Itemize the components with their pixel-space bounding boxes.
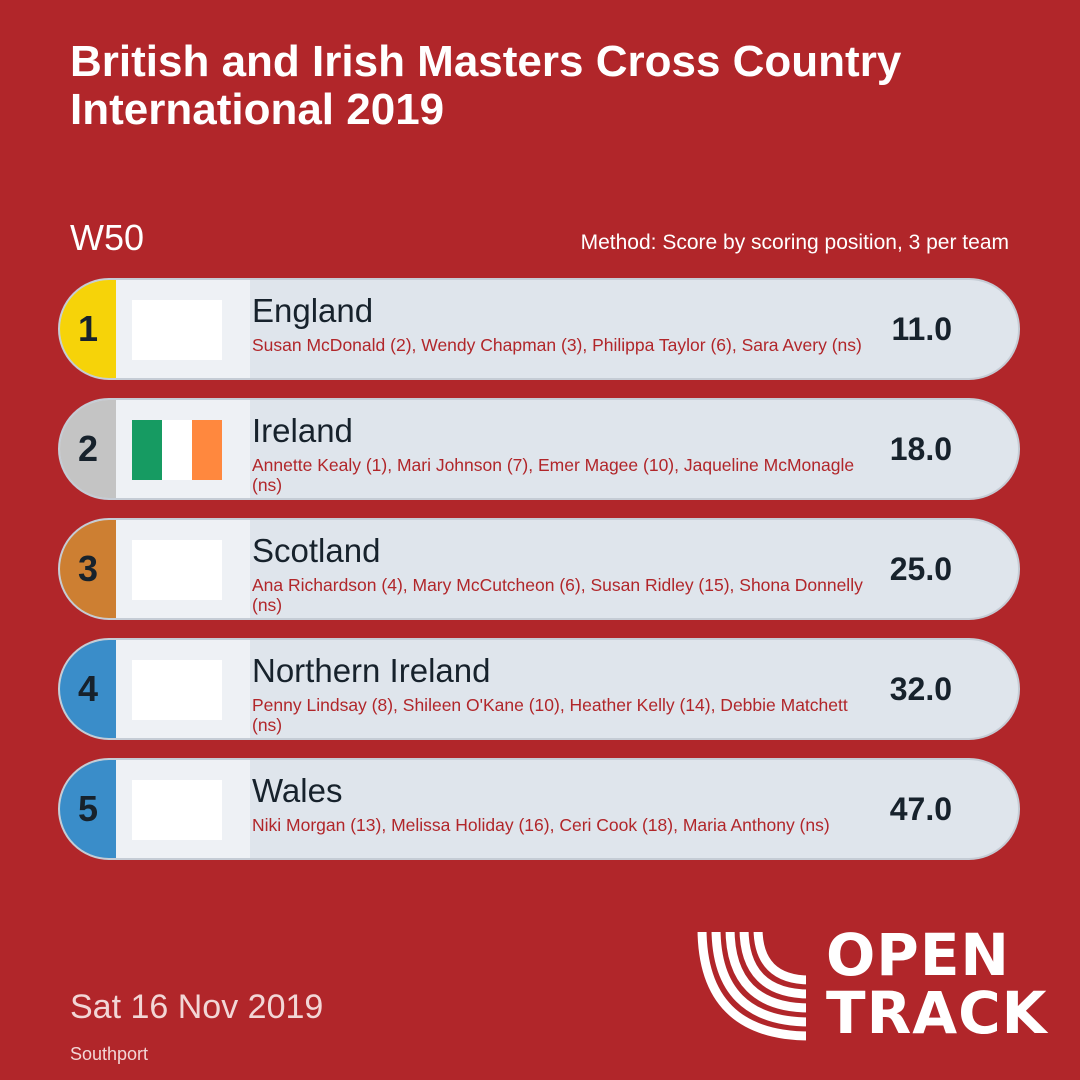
- logo-line-1: OPEN: [826, 921, 1010, 989]
- team-score: 11.0: [891, 310, 952, 347]
- team-members: Susan McDonald (2), Wendy Chapman (3), P…: [252, 335, 862, 355]
- position-badge: 2: [60, 400, 116, 498]
- team-name: England: [252, 292, 374, 329]
- team-members: Ana Richardson (4), Mary McCutcheon (6),…: [252, 575, 863, 615]
- flag-stripe: [162, 420, 192, 480]
- page-title: British and Irish Masters Cross Country …: [70, 37, 902, 134]
- category-label: W50: [70, 217, 145, 258]
- event-date: Sat 16 Nov 2019: [70, 988, 324, 1026]
- team-members: Penny Lindsay (8), Shileen O'Kane (10), …: [252, 695, 848, 735]
- northern-ireland-flag-icon: [132, 660, 222, 720]
- team-score: 47.0: [889, 790, 952, 827]
- position-badge: 1: [60, 280, 116, 378]
- position-badge: 4: [60, 640, 116, 738]
- scotland-flag-icon: [132, 540, 222, 600]
- result-row-wales[interactable]: 5 Wales Niki Morgan (13), Melissa Holida…: [58, 758, 1020, 860]
- england-flag-icon: [132, 300, 222, 360]
- result-row-ireland[interactable]: 2 Ireland Annette Kealy (1), Mari Johnso…: [58, 398, 1020, 500]
- result-row-northern-ireland[interactable]: 4 Northern Ireland Penny Lindsay (8), Sh…: [58, 638, 1020, 740]
- team-name: Ireland: [252, 412, 353, 449]
- flag-stripe: [192, 420, 222, 480]
- event-venue: Southport: [70, 1044, 149, 1064]
- team-score: 25.0: [889, 550, 952, 587]
- team-name: Northern Ireland: [252, 652, 491, 689]
- team-score: 32.0: [889, 670, 952, 707]
- team-name: Scotland: [252, 532, 381, 569]
- result-row-england[interactable]: 1 England Susan McDonald (2), Wendy Chap…: [58, 278, 1020, 380]
- result-row-scotland[interactable]: 3 Scotland Ana Richardson (4), Mary McCu…: [58, 518, 1020, 620]
- position-badge: 5: [60, 760, 116, 858]
- wales-flag-icon: [132, 780, 222, 840]
- ireland-flag-icon: [132, 420, 222, 480]
- team-members: Annette Kealy (1), Mari Johnson (7), Eme…: [252, 455, 855, 495]
- logo-wordmark: OPEN TRACK: [826, 926, 1048, 1042]
- team-score: 18.0: [889, 430, 952, 467]
- team-name: Wales: [252, 772, 343, 809]
- flag-stripe: [132, 420, 162, 480]
- track-lines-icon: [694, 924, 814, 1044]
- team-members: Niki Morgan (13), Melissa Holiday (16), …: [252, 815, 830, 835]
- scoring-method: Method: Score by scoring position, 3 per…: [580, 231, 1009, 254]
- opentrack-logo: OPEN TRACK: [694, 924, 1047, 1044]
- logo-line-2: TRACK: [826, 979, 1048, 1047]
- position-badge: 3: [60, 520, 116, 618]
- results-list: 1 England Susan McDonald (2), Wendy Chap…: [58, 278, 1020, 878]
